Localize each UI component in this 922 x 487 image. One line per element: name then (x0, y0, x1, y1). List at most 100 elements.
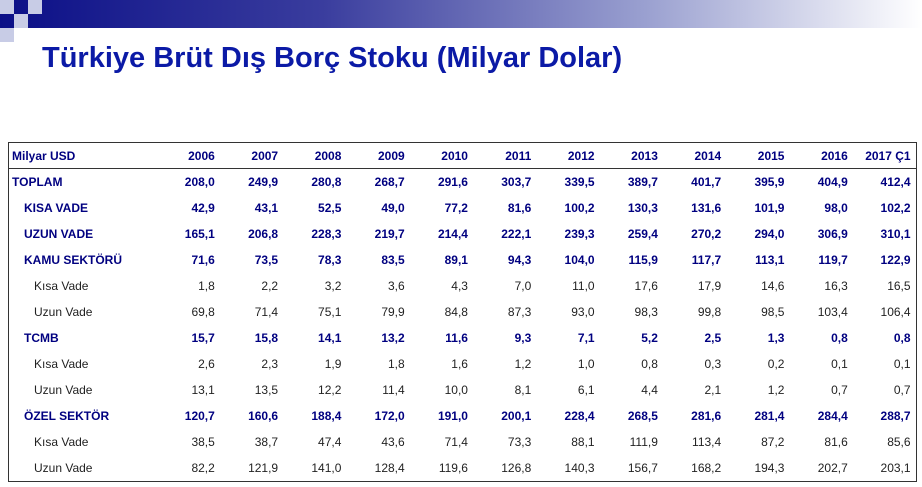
row-label: TOPLAM (12, 175, 63, 189)
table-cell: 100,2 (564, 201, 595, 215)
table-cell: 71,4 (444, 435, 468, 449)
table-cell: 14,6 (761, 279, 785, 293)
table-row: ÖZEL SEKTÖR 120,7 160,6 188,4 172,0 191,0 200,… (9, 403, 917, 429)
table-cell: 94,3 (507, 253, 532, 267)
column-header-year: 2010 (409, 142, 473, 169)
table-cell: 8,1 (514, 383, 532, 397)
table-cell: 291,6 (437, 175, 468, 189)
row-label: KISA VADE (24, 201, 89, 215)
table-cell: 0,1 (831, 357, 848, 371)
table-cell: 13,2 (381, 331, 405, 345)
row-label: Uzun Vade (34, 305, 93, 319)
table-cell: 0,8 (893, 331, 911, 345)
table-cell: 83,5 (381, 253, 405, 267)
table-cell: 82,2 (191, 461, 215, 475)
table-cell: 4,3 (451, 279, 468, 293)
table-cell: 77,2 (444, 201, 468, 215)
table-cell: 1,9 (324, 357, 342, 371)
table-row: KAMU SEKTÖRÜ 71,6 73,5 78,3 83,5 89,1 94,3 104,… (9, 247, 917, 273)
table-row: TCMB 15,7 15,8 14,1 13,2 11,6 9,3 7,1 5,2 2,5 1,3 0… (9, 325, 917, 351)
table-cell: 101,9 (754, 201, 785, 215)
column-header-year: 2014 (662, 142, 727, 169)
table-cell: 104,0 (564, 253, 595, 267)
table-cell: 11,0 (572, 279, 595, 293)
table-cell: 303,7 (501, 175, 532, 189)
table-cell: 11,6 (445, 331, 468, 345)
table-row: Kısa Vade 2,6 2,3 1,9 1,8 1,6 1,2 1,0 0,8 0,3 0,2 0… (9, 351, 917, 377)
table-cell: 0,1 (893, 357, 911, 371)
table-cell: 2,5 (704, 331, 722, 345)
header-banner (0, 0, 922, 28)
table-cell: 9,3 (514, 331, 532, 345)
column-header-year: 2006 (156, 142, 220, 169)
table-cell: 389,7 (627, 175, 658, 189)
row-label: TCMB (24, 331, 59, 345)
table-cell: 17,6 (634, 279, 658, 293)
table-cell: 268,7 (374, 175, 405, 189)
table-cell: 88,1 (571, 435, 595, 449)
table-cell: 49,0 (381, 201, 405, 215)
table-row: Uzun Vade 82,2 121,9 141,0 128,4 119,6 126,8 14… (9, 455, 917, 482)
table-cell: 239,3 (564, 227, 595, 241)
table-cell: 52,5 (318, 201, 342, 215)
table-cell: 2,3 (261, 357, 279, 371)
table-cell: 268,5 (627, 409, 658, 423)
table-cell: 89,1 (444, 253, 468, 267)
table-cell: 113,1 (755, 253, 785, 267)
table-cell: 270,2 (691, 227, 722, 241)
debt-stock-table: Milyar USD 2006 2007 2008 2009 2010 2011 2012 20… (8, 142, 917, 482)
table-cell: 103,4 (817, 305, 848, 319)
column-header-year: 2013 (599, 142, 663, 169)
table-cell: 38,5 (191, 435, 215, 449)
table-cell: 111,9 (629, 435, 658, 449)
table-cell: 1,2 (514, 357, 532, 371)
table-cell: 43,6 (381, 435, 405, 449)
table-cell: 131,6 (691, 201, 722, 215)
table-cell: 38,7 (254, 435, 279, 449)
table-cell: 73,3 (507, 435, 532, 449)
table-cell: 98,5 (761, 305, 785, 319)
table-cell: 130,3 (627, 201, 658, 215)
table-cell: 281,6 (691, 409, 722, 423)
table-cell: 1,6 (451, 357, 468, 371)
table-row: UZUN VADE 165,1 206,8 228,3 219,7 214,4 222,1 2… (9, 221, 917, 247)
table-cell: 2,2 (261, 279, 279, 293)
table-row: Uzun Vade 69,8 71,4 75,1 79,9 84,8 87,3 93,0 98,… (9, 299, 917, 325)
table-cell: 194,3 (754, 461, 785, 475)
table-cell: 404,9 (817, 175, 848, 189)
table-cell: 395,9 (754, 175, 785, 189)
table-cell: 102,2 (880, 201, 911, 215)
table-cell: 98,0 (824, 201, 848, 215)
table-cell: 7,1 (577, 331, 595, 345)
table-cell: 120,7 (184, 409, 215, 423)
row-label: Kısa Vade (34, 279, 89, 293)
table-cell: 3,6 (388, 279, 405, 293)
table-cell: 5,2 (641, 331, 658, 345)
column-header-year: 2011 (472, 142, 537, 169)
table-cell: 202,7 (817, 461, 848, 475)
row-label: Kısa Vade (34, 357, 89, 371)
table-cell: 1,0 (577, 357, 595, 371)
table-cell: 10,0 (444, 383, 468, 397)
table-cell: 160,6 (248, 409, 279, 423)
column-header-year: 2007 (219, 142, 284, 169)
table-cell: 6,1 (577, 383, 595, 397)
table-cell: 13,1 (191, 383, 215, 397)
table-cell: 43,1 (254, 201, 279, 215)
table-cell: 17,9 (697, 279, 722, 293)
column-header-year: 2009 (346, 142, 410, 169)
table-cell: 259,4 (627, 227, 658, 241)
table-cell: 16,5 (887, 279, 911, 293)
table-cell: 200,1 (501, 409, 532, 423)
table-cell: 126,8 (501, 461, 532, 475)
table-cell: 168,2 (691, 461, 722, 475)
table-cell: 87,3 (507, 305, 532, 319)
table-cell: 47,4 (318, 435, 342, 449)
column-header-year: 2008 (283, 142, 347, 169)
table-cell: 206,8 (248, 227, 279, 241)
table-cell: 79,9 (381, 305, 405, 319)
table-cell: 339,5 (564, 175, 595, 189)
table-cell: 228,4 (564, 409, 595, 423)
table-cell: 0,7 (893, 383, 911, 397)
table-cell: 306,9 (817, 227, 848, 241)
